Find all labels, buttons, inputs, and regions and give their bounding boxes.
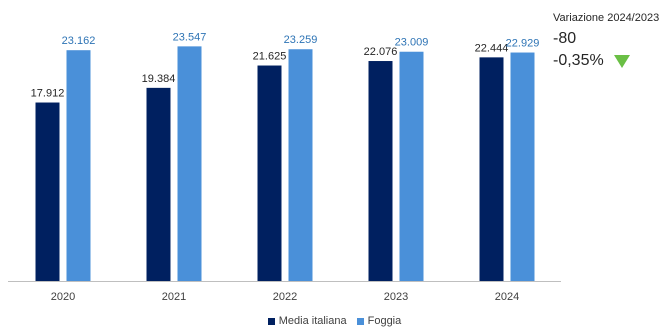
bar-media-italiana-2020	[35, 102, 60, 281]
bar-foggia-2024	[510, 52, 535, 281]
legend-swatch-media-italiana	[267, 317, 275, 325]
legend-swatch-foggia	[356, 317, 364, 325]
data-label-media-italiana-2022: 21.625	[253, 51, 287, 63]
x-tick-label-2023: 2023	[384, 291, 408, 303]
variation-box: Variazione 2024/2023 -80 -0,35%	[553, 12, 659, 70]
data-label-media-italiana-2023: 22.076	[364, 46, 398, 58]
data-label-foggia-2021: 23.547	[173, 31, 207, 43]
data-label-foggia-2020: 23.162	[62, 35, 96, 47]
variation-title: Variazione 2024/2023	[553, 12, 660, 24]
legend-item-media-italiana: Media italiana	[267, 315, 347, 327]
bar-media-italiana-2023	[368, 61, 393, 281]
legend-label-media-italiana: Media italiana	[278, 315, 347, 327]
data-label-media-italiana-2021: 19.384	[142, 73, 176, 85]
bar-media-italiana-2024	[479, 57, 504, 281]
bar-foggia-2022	[288, 49, 313, 281]
bar-foggia-2023	[399, 51, 424, 281]
data-label-foggia-2022: 23.259	[284, 34, 318, 46]
variation-percent-row: -0,35%	[553, 52, 659, 70]
down-triangle-icon	[613, 54, 630, 68]
legend-item-foggia: Foggia	[356, 315, 402, 327]
data-label-media-italiana-2020: 17.912	[31, 88, 65, 100]
bar-foggia-2020	[66, 50, 91, 281]
x-tick-label-2021: 2021	[162, 291, 186, 303]
x-tick-label-2020: 2020	[51, 291, 75, 303]
data-label-media-italiana-2024: 22.444	[475, 42, 509, 54]
bar-media-italiana-2021	[146, 87, 171, 281]
chart-legend: Media italiana Foggia	[0, 315, 669, 327]
x-tick-label-2024: 2024	[495, 291, 519, 303]
legend-label-foggia: Foggia	[367, 315, 402, 327]
x-tick-label-2022: 2022	[273, 291, 297, 303]
bar-foggia-2021	[177, 46, 202, 281]
data-label-foggia-2023: 23.009	[395, 37, 429, 49]
bar-media-italiana-2022	[257, 65, 282, 281]
variation-value: -80	[553, 30, 577, 47]
variation-percent: -0,35%	[553, 52, 604, 69]
data-label-foggia-2024: 22.929	[506, 38, 540, 50]
